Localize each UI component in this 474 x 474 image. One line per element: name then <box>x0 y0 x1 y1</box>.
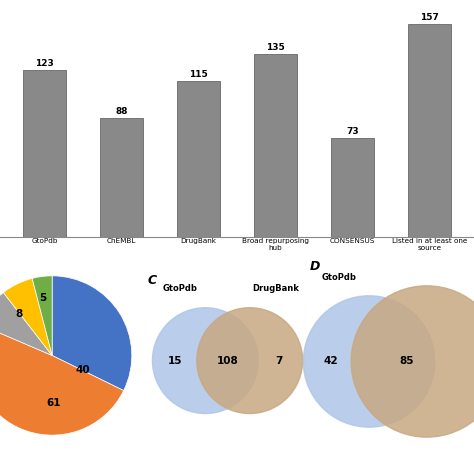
Text: C: C <box>147 273 156 287</box>
Bar <box>255 54 297 237</box>
Text: 73: 73 <box>346 127 359 136</box>
Text: 40: 40 <box>75 365 90 375</box>
Text: 42: 42 <box>324 356 338 366</box>
Text: 115: 115 <box>189 70 208 79</box>
Text: 157: 157 <box>420 13 439 22</box>
Bar <box>177 81 219 237</box>
Text: 15: 15 <box>167 356 182 365</box>
Text: 7: 7 <box>275 356 283 365</box>
Text: 61: 61 <box>46 398 61 408</box>
Text: 135: 135 <box>266 43 285 52</box>
Circle shape <box>303 296 435 427</box>
Wedge shape <box>52 276 132 391</box>
Text: 8: 8 <box>15 309 22 319</box>
Text: DrugBank: DrugBank <box>252 284 299 293</box>
Circle shape <box>197 308 302 413</box>
Circle shape <box>153 308 258 413</box>
Circle shape <box>351 286 474 437</box>
Text: 108: 108 <box>217 356 238 365</box>
Text: 88: 88 <box>115 107 128 116</box>
Text: GtoPdb: GtoPdb <box>162 284 197 293</box>
Bar <box>100 118 143 237</box>
Text: GtoPdb: GtoPdb <box>322 273 356 283</box>
Bar <box>23 71 65 237</box>
Text: D: D <box>310 260 319 273</box>
Wedge shape <box>0 324 124 435</box>
Wedge shape <box>0 292 52 356</box>
Wedge shape <box>32 276 52 356</box>
Bar <box>331 138 374 237</box>
Text: 123: 123 <box>35 59 54 68</box>
Bar <box>409 24 451 237</box>
Wedge shape <box>3 278 52 356</box>
Text: 5: 5 <box>39 293 46 303</box>
Text: 85: 85 <box>400 356 414 366</box>
